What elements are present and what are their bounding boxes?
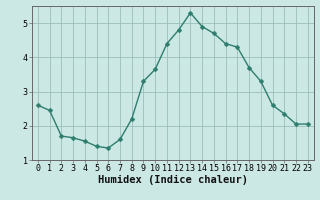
X-axis label: Humidex (Indice chaleur): Humidex (Indice chaleur) <box>98 175 248 185</box>
